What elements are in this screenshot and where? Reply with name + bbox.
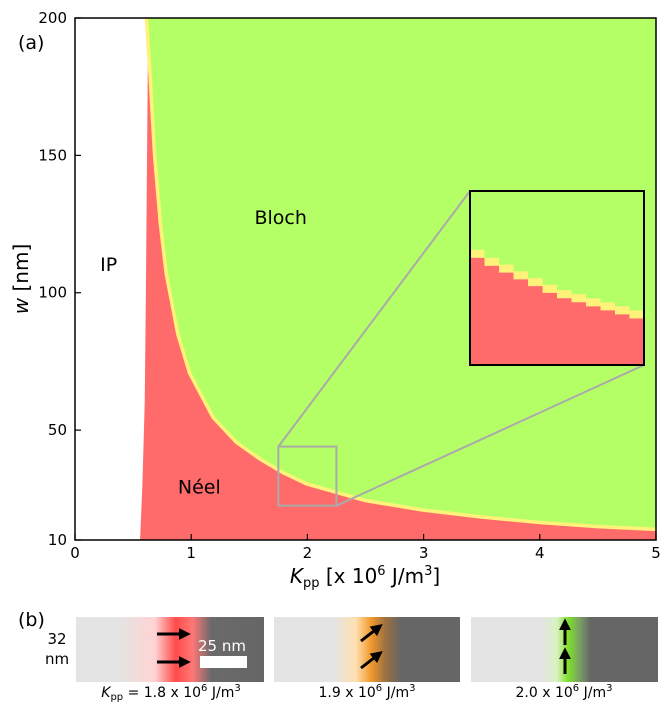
y-tick-label: 200: [38, 9, 67, 27]
panel-a-label: (a): [18, 32, 44, 54]
y-tick-label: 10: [48, 531, 67, 549]
x-tick-label: 0: [70, 544, 80, 562]
scale-bar-label: 25 nm: [198, 637, 246, 655]
y-axis-ticks: 10 50 100 150 200: [38, 9, 81, 549]
zoom-inset: [470, 191, 644, 365]
neel-region: [140, 18, 656, 540]
caption-intermediate: 1.9 x 106 J/m3: [319, 683, 416, 701]
x-tick-label: 5: [651, 544, 661, 562]
zoom-box: [277, 445, 338, 507]
arrow-icon: [360, 651, 383, 670]
wall-neel-image: [76, 617, 264, 682]
y-tick-label: 50: [48, 421, 67, 439]
y-tick-label: 100: [38, 284, 67, 302]
scale-bar: [200, 656, 247, 668]
x-tick-label: 1: [186, 544, 196, 562]
region-label-bloch: Bloch: [254, 207, 306, 229]
x-tick-label: 4: [535, 544, 545, 562]
x-axis-label: Kpp [x 106 J/m3]: [290, 564, 440, 591]
x-tick-label: 2: [303, 544, 313, 562]
x-axis-ticks: 0 1 2 3 4 5: [70, 534, 661, 562]
wall-image-intermediate: [274, 617, 460, 682]
inset-neel: [470, 257, 644, 365]
arrow-icon: [360, 624, 383, 643]
region-label-ip: IP: [100, 254, 117, 276]
y-tick-label: 150: [38, 146, 67, 164]
plot-frame: [74, 17, 657, 541]
zoom-connector-top: [277, 190, 471, 448]
x-tick-label: 3: [419, 544, 429, 562]
zoom-connector-bottom: [336, 364, 645, 507]
height-label-top: 32: [47, 630, 66, 648]
region-label-neel: Néel: [178, 476, 221, 498]
transition-band: [144, 18, 656, 532]
height-label-bottom: nm: [45, 650, 69, 668]
wall-intermediate-image: [274, 617, 460, 682]
inset-frame: [469, 190, 645, 366]
caption-bloch: 2.0 x 106 J/m3: [516, 683, 613, 701]
y-axis-label: w [nm]: [9, 244, 33, 314]
panel-b-label: (b): [18, 609, 45, 631]
wall-image-neel: 25 nm: [76, 617, 264, 682]
wall-image-bloch: [471, 617, 658, 682]
bloch-region: [148, 18, 656, 528]
caption-neel: Kpp = 1.8 x 106 J/m3: [101, 683, 240, 703]
